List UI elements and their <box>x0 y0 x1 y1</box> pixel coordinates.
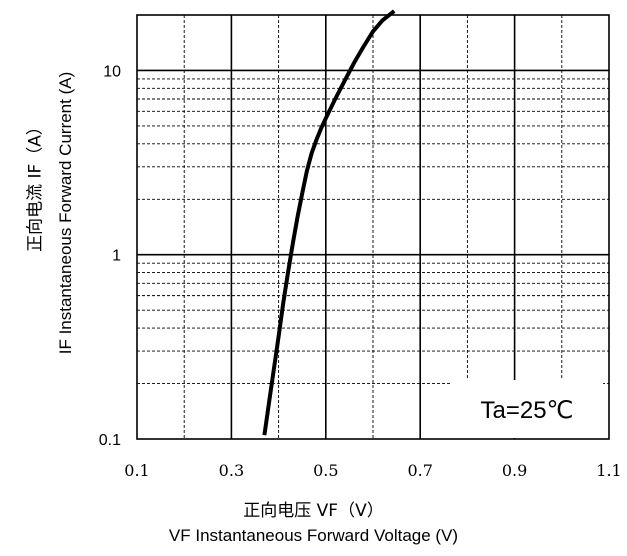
series-line <box>262 9 396 436</box>
annotation-box <box>451 380 603 438</box>
x-tick-label: 0.5 <box>313 461 338 480</box>
x-tick-label: 0.3 <box>219 461 244 480</box>
x-axis-label-cn: 正向电压 VF（V） <box>243 501 384 521</box>
x-tick-label: 0.9 <box>502 461 527 480</box>
x-tick-label: 1.1 <box>596 461 621 480</box>
y-axis-label-cn: 正向电流 IF（A） <box>25 118 46 252</box>
y-axis-label-en: IF Instantaneous Forward Current (A) <box>56 71 75 355</box>
x-axis-label-en: VF Instantaneous Forward Voltage (V) <box>168 526 459 545</box>
x-tick-label: 0.7 <box>407 461 432 480</box>
plot-frame <box>136 14 610 440</box>
y-tick-label: 10 <box>103 63 121 80</box>
y-tick-label: 0.1 <box>99 432 121 449</box>
x-tick-label: 0.1 <box>124 461 149 480</box>
annotation-label: Ta=25℃ <box>480 397 573 424</box>
y-tick-label: 1 <box>112 248 121 265</box>
